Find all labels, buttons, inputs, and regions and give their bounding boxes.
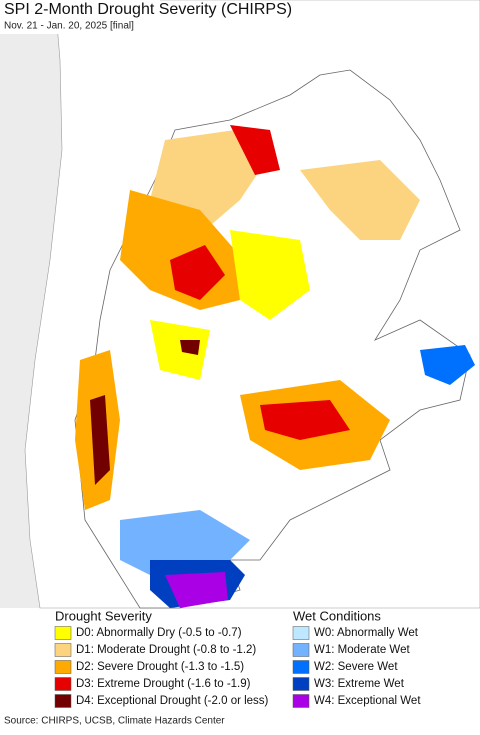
legend-swatch	[54, 660, 72, 674]
legend-swatch	[292, 677, 310, 691]
source: Source: CHIRPS, UCSB, Climate Hazards Ce…	[4, 716, 225, 727]
legend-label: W1: Moderate Wet	[314, 644, 410, 656]
legend-label: D4: Exceptional Drought (-2.0 or less)	[76, 695, 269, 707]
legend-swatch	[292, 660, 310, 674]
drought-area	[180, 340, 200, 355]
drought-area	[90, 395, 110, 485]
legend-label: D3: Extreme Drought (-1.6 to -1.9)	[76, 678, 251, 690]
legend-heading: Drought Severity	[55, 608, 152, 623]
legend-label: D2: Severe Drought (-1.3 to -1.5)	[76, 661, 244, 673]
legend-label: W3: Extreme Wet	[314, 678, 405, 690]
legend-swatch	[54, 677, 72, 691]
drought-area	[150, 320, 210, 380]
title: SPI 2-Month Drought Severity (CHIRPS)	[4, 1, 292, 18]
legend-swatch	[292, 694, 310, 708]
drought-area	[230, 230, 310, 320]
drought-area	[300, 160, 420, 240]
legend-swatch	[54, 643, 72, 657]
legend-heading: Wet Conditions	[293, 608, 381, 623]
drought-area	[260, 400, 350, 440]
legend-swatch	[292, 626, 310, 640]
drought-area	[230, 125, 280, 175]
legend-label: W4: Exceptional Wet	[314, 695, 421, 707]
subtitle: Nov. 21 - Jan. 20, 2025 [final]	[4, 21, 134, 32]
wet-area	[420, 345, 475, 385]
legend-swatch	[54, 694, 72, 708]
legend-label: W2: Severe Wet	[314, 661, 398, 673]
map	[0, 0, 480, 609]
legend-swatch	[54, 626, 72, 640]
legend-label: W0: Abnormally Wet	[314, 627, 419, 639]
wet-area	[165, 572, 228, 608]
legend-label: D0: Abnormally Dry (-0.5 to -0.7)	[76, 627, 242, 639]
drought-area	[170, 245, 225, 300]
title-box	[0, 0, 160, 34]
legend-label: D1: Moderate Drought (-0.8 to -1.2)	[76, 644, 256, 656]
legend-swatch	[292, 643, 310, 657]
